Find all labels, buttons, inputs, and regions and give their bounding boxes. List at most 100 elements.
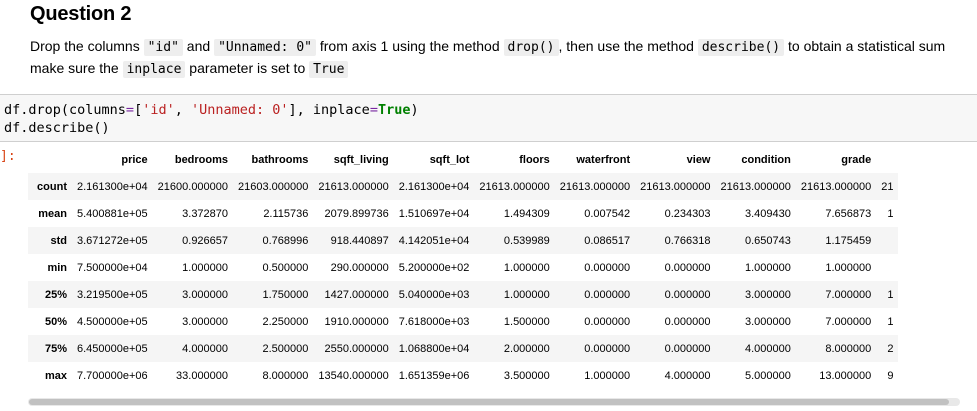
table-cell: 3.409430 [744,207,791,220]
table-cell: 21 [881,180,894,193]
table-cell: 1.175459 [825,234,872,247]
instructions-text: make sure the [30,60,123,76]
table-cell: 1.000000 [584,369,631,382]
table-cell: 3.671272e+05 [77,234,148,247]
table-cell: 1.000000 [744,261,791,274]
question-instructions: Drop the columns "id" and "Unnamed: 0" f… [30,36,977,80]
table-cell: 4.000000 [182,342,229,355]
table-cell: 7.656873 [825,207,872,220]
table-cell: 1910.000000 [324,315,389,328]
table-cell: 4.000000 [664,369,711,382]
describe-table: price bedrooms bathrooms sqft_living sqf… [28,146,899,389]
table-cell: 2.161300e+04 [398,180,470,193]
table-cell: 1.000000 [503,261,550,274]
table-row: 75% 6.450000e+05 4.000000 2.500000 2550.… [28,335,899,362]
table-cell: 7.700000e+06 [77,369,148,382]
row-label: std [50,234,68,247]
table-cell: 1 [887,207,894,220]
column-unnamed-code: "Unnamed: 0" [214,39,316,56]
table-cell: 21600.000000 [157,180,229,193]
table-cell: 0.539989 [503,234,550,247]
table-cell: 0.007542 [584,207,631,220]
table-cell: 0.086517 [584,234,631,247]
table-row: max 7.700000e+06 33.000000 8.000000 1354… [28,362,898,389]
drop-method-code: drop() [503,39,559,56]
table-cell: 290.000000 [330,261,389,274]
row-label: mean [38,207,67,220]
row-label: count [37,180,67,193]
table-cell: 0.926657 [182,234,229,247]
true-value-code: True [309,61,349,78]
table-cell: 5.400881e+05 [77,207,148,220]
table-cell: 21613.000000 [479,180,550,193]
table-cell: 3.500000 [503,369,550,382]
table-cell: 1427.000000 [324,288,389,301]
table-cell: 0.000000 [664,342,711,355]
instructions-text: Drop the columns [30,38,144,54]
instructions-line-1: Drop the columns "id" and "Unnamed: 0" f… [30,36,977,58]
horizontal-scrollbar[interactable] [28,398,960,406]
row-label: max [44,369,67,382]
table-row: std 3.671272e+05 0.926657 0.768996 918.4… [28,227,899,254]
code-cell[interactable]: df.drop(columns=['id', 'Unnamed: 0'], in… [0,94,977,142]
column-header: sqft_lot [429,153,470,166]
table-cell: 9 [887,369,894,382]
column-header: condition [741,153,791,166]
table-row: min 7.500000e+04 1.000000 0.500000 290.0… [28,254,898,281]
table-cell: 3.219500e+05 [77,288,148,301]
scrollbar-thumb[interactable] [29,399,949,405]
code-string-id: 'id' [142,102,175,118]
table-cell: 21613.000000 [559,180,631,193]
instructions-text: to obtain a statistical sum [784,38,946,54]
table-cell: 13.000000 [819,369,872,382]
table-cell: 4.142051e+04 [398,234,470,247]
column-header: price [121,153,148,166]
table-cell: 4.000000 [744,342,791,355]
question-heading: Question 2 [30,3,132,25]
code-editor[interactable]: df.drop(columns=['id', 'Unnamed: 0'], in… [4,101,419,137]
table-cell: 21613.000000 [800,180,872,193]
code-keyword-true: True [377,102,411,118]
instructions-text: and [182,38,215,54]
table-cell: 2550.000000 [324,342,389,355]
table-cell: 1.000000 [503,288,550,301]
code-token: [ [134,102,143,118]
code-token: df.drop(columns [4,102,126,118]
table-cell: 7.618000e+03 [398,315,470,328]
table-cell: 7.000000 [825,288,872,301]
table-row: 25% 3.219500e+05 3.000000 1.750000 1427.… [28,281,899,308]
code-operator: = [369,102,378,118]
table-cell: 1.494309 [503,207,550,220]
code-string-unnamed: 'Unnamed: 0' [190,102,289,118]
table-cell: 7.000000 [825,315,872,328]
output-area: price bedrooms bathrooms sqft_living sqf… [28,146,977,394]
table-cell: 0.000000 [664,261,711,274]
table-cell: 13540.000000 [318,369,389,382]
table-cell [876,254,898,281]
table-cell: 3.000000 [182,315,229,328]
table-cell: 2.115736 [263,207,309,220]
code-token: ], inplace [288,102,370,118]
instructions-text: from axis 1 using the method [315,38,504,54]
table-cell: 1.000000 [182,261,229,274]
column-header: grade [841,153,872,166]
table-cell: 5.040000e+03 [398,288,470,301]
index-header [28,146,72,173]
table-cell: 0.234303 [664,207,711,220]
table-cell: 6.450000e+05 [77,342,148,355]
table-cell: 5.200000e+02 [398,261,470,274]
instructions-text: , then use the method [558,38,698,54]
row-label: min [47,261,67,274]
table-cell: 0.500000 [262,261,309,274]
table-cell: 1.500000 [503,315,550,328]
table-cell: 3.000000 [744,315,791,328]
column-id-code: "id" [143,39,183,56]
table-cell: 0.766318 [664,234,711,247]
table-cell: 5.000000 [744,369,791,382]
table-cell: 1.000000 [825,261,872,274]
table-cell: 21603.000000 [238,180,309,193]
column-header: sqft_living [333,153,389,166]
table-cell: 3.000000 [182,288,229,301]
table-cell: 1.651359e+06 [398,369,470,382]
table-cell: 8.000000 [262,369,309,382]
